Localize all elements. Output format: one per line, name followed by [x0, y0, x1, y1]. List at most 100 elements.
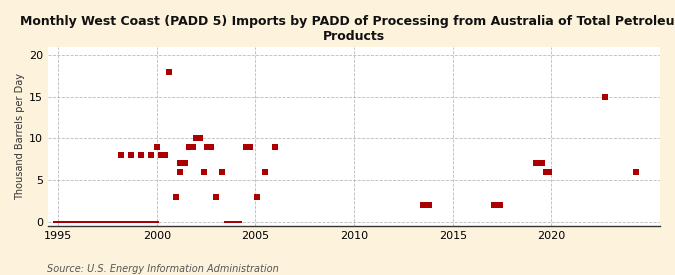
- Point: [115, 219, 126, 224]
- Point: [53, 219, 63, 224]
- Point: [51, 219, 61, 224]
- Point: [140, 219, 151, 224]
- Point: [76, 219, 86, 224]
- Point: [171, 194, 182, 199]
- Point: [55, 219, 66, 224]
- Text: Source: U.S. Energy Information Administration: Source: U.S. Energy Information Administ…: [47, 264, 279, 274]
- Point: [144, 219, 155, 224]
- Point: [71, 219, 82, 224]
- Point: [211, 194, 221, 199]
- Point: [230, 219, 241, 224]
- Point: [226, 219, 237, 224]
- Point: [118, 219, 129, 224]
- Point: [91, 219, 102, 224]
- Point: [52, 219, 63, 224]
- Point: [122, 219, 132, 224]
- Point: [93, 219, 104, 224]
- Point: [224, 219, 235, 224]
- Point: [59, 219, 70, 224]
- Point: [97, 219, 108, 224]
- Point: [245, 145, 256, 149]
- Point: [125, 219, 136, 224]
- Point: [146, 219, 157, 224]
- Point: [531, 161, 541, 166]
- Point: [147, 219, 158, 224]
- Point: [229, 219, 240, 224]
- Point: [49, 219, 60, 224]
- Point: [59, 219, 70, 224]
- Point: [86, 219, 97, 224]
- Point: [217, 170, 227, 174]
- Point: [495, 203, 506, 207]
- Point: [49, 219, 59, 224]
- Point: [540, 170, 551, 174]
- Point: [631, 170, 642, 174]
- Point: [97, 219, 107, 224]
- Point: [114, 219, 125, 224]
- Point: [424, 203, 435, 207]
- Point: [112, 219, 123, 224]
- Point: [111, 219, 122, 224]
- Point: [116, 219, 127, 224]
- Point: [151, 145, 162, 149]
- Point: [73, 219, 84, 224]
- Point: [106, 219, 117, 224]
- Point: [127, 219, 138, 224]
- Point: [132, 219, 143, 224]
- Point: [65, 219, 76, 224]
- Point: [159, 153, 170, 157]
- Point: [84, 219, 95, 224]
- Point: [260, 170, 271, 174]
- Point: [92, 219, 103, 224]
- Point: [235, 219, 246, 224]
- Point: [94, 219, 105, 224]
- Point: [100, 219, 111, 224]
- Point: [231, 219, 242, 224]
- Point: [220, 219, 231, 224]
- Point: [536, 161, 547, 166]
- Point: [175, 161, 186, 166]
- Point: [105, 219, 116, 224]
- Point: [54, 219, 65, 224]
- Point: [198, 170, 209, 174]
- Point: [219, 219, 230, 224]
- Point: [129, 219, 140, 224]
- Point: [68, 219, 79, 224]
- Point: [137, 219, 148, 224]
- Point: [90, 219, 101, 224]
- Point: [95, 219, 105, 224]
- Point: [119, 219, 130, 224]
- Point: [120, 219, 131, 224]
- Point: [61, 219, 72, 224]
- Point: [151, 219, 161, 224]
- Point: [116, 153, 127, 157]
- Point: [139, 219, 150, 224]
- Point: [233, 219, 244, 224]
- Point: [99, 219, 109, 224]
- Point: [153, 219, 163, 224]
- Point: [142, 219, 153, 224]
- Point: [122, 219, 133, 224]
- Point: [145, 153, 156, 157]
- Point: [151, 219, 162, 224]
- Point: [88, 219, 99, 224]
- Point: [98, 219, 109, 224]
- Point: [155, 153, 166, 157]
- Point: [80, 219, 90, 224]
- Point: [143, 219, 154, 224]
- Point: [74, 219, 85, 224]
- Point: [599, 95, 610, 99]
- Point: [57, 219, 68, 224]
- Point: [87, 219, 98, 224]
- Point: [163, 70, 174, 74]
- Point: [115, 219, 126, 224]
- Point: [489, 203, 500, 207]
- Point: [70, 219, 81, 224]
- Point: [95, 219, 106, 224]
- Point: [206, 145, 217, 149]
- Point: [67, 219, 78, 224]
- Point: [74, 219, 84, 224]
- Point: [76, 219, 87, 224]
- Point: [107, 219, 118, 224]
- Point: [79, 219, 90, 224]
